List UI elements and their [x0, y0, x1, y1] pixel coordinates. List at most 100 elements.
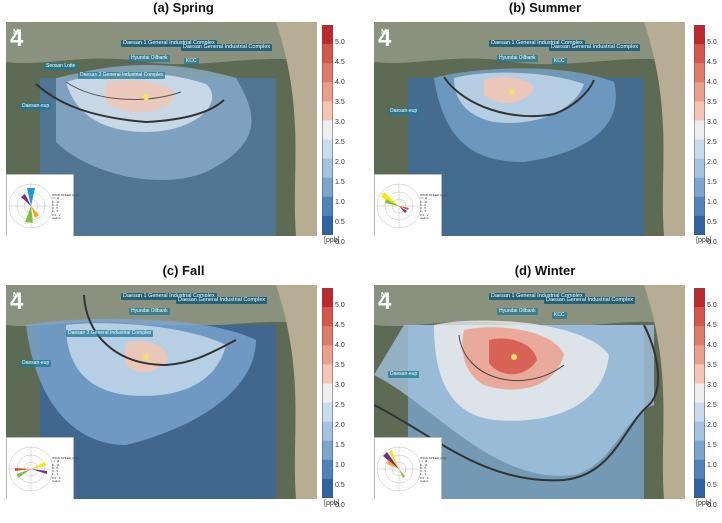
colorbar-swatch	[322, 177, 333, 198]
label-hyundai: Hyundai Oilbank	[497, 55, 538, 62]
label-complex2: Daesan 2 General Industrial Complex	[78, 72, 166, 79]
colorbar-tick-label: 2.0	[335, 422, 345, 429]
label-site: Daesan-eup	[388, 371, 420, 378]
colorbar-swatch	[694, 44, 705, 64]
colorbar-tick-label: 3.5	[335, 362, 345, 369]
colorbar-swatch	[694, 63, 705, 83]
label-complex-gen: Daesan General Industrial Complex	[544, 297, 636, 304]
wind-rose	[374, 437, 442, 499]
colorbar-swatch	[694, 345, 705, 365]
colorbar-tick-label: 4.0	[335, 79, 345, 86]
panel-title: (b) Summer	[508, 0, 582, 15]
colorbar-tick-label: 1.0	[707, 462, 717, 469]
colorbar-tick-label: 0.5	[335, 482, 345, 489]
colorbar-swatch	[694, 364, 705, 384]
label-site: Daesan-eup	[20, 103, 52, 110]
colorbar-tick-label: 3.5	[707, 362, 717, 369]
colorbar-swatch	[322, 82, 333, 102]
label-complex1: Daesan 1 General Industrial Complex	[121, 40, 217, 47]
colorbar-tick-label: 1.0	[707, 199, 717, 206]
colorbar-tick-label: 2.0	[707, 159, 717, 166]
colorbar-tick-label: 3.0	[707, 119, 717, 126]
colorbar-tick-label: 1.5	[707, 442, 717, 449]
colorbar-tick-label: 5.0	[335, 302, 345, 309]
colorbar-tick-label: 3.0	[335, 119, 345, 126]
label-site: Daesan-eup	[388, 108, 420, 115]
colorbar-gradient	[322, 288, 333, 498]
colorbar-swatch	[694, 307, 705, 327]
colorbar-tick-label: 0.5	[335, 219, 345, 226]
colorbar-swatch	[322, 25, 333, 45]
colorbar-swatch	[694, 196, 705, 217]
colorbar-tick-label: 4.0	[707, 342, 717, 349]
label-complex1: Daesan 1 General Industrial Complex	[489, 293, 585, 300]
colorbar-swatch	[322, 440, 333, 461]
label-complex1: Daesan 1 General Industrial Complex	[121, 293, 217, 300]
colorbar-swatch	[322, 215, 333, 235]
panel-title: (c) Fall	[162, 263, 205, 278]
colorbar-tick-label: 0.0	[335, 239, 345, 246]
colorbar-tick-label: 0.5	[707, 219, 717, 226]
colorbar-swatch	[322, 307, 333, 327]
label-hyundai: Hyundai Oilbank	[129, 55, 170, 62]
colorbar-tick-label: 3.5	[335, 99, 345, 106]
colorbar-unit: [ppb]	[324, 237, 340, 244]
label-kcc: KCC	[552, 312, 567, 319]
label-kcc: KCC	[184, 58, 199, 65]
panel-title: (a) Spring	[153, 0, 214, 15]
colorbar-swatch	[322, 364, 333, 384]
label-hyundai: Hyundai Oilbank	[497, 308, 538, 315]
colorbar-tick-label: 0.0	[707, 239, 717, 246]
colorbar-tick-label: 3.0	[335, 382, 345, 389]
colorbar-tick-label: 2.5	[707, 139, 717, 146]
colorbar-tick-label: 0.0	[335, 502, 345, 509]
colorbar-swatch	[322, 139, 333, 160]
colorbar-tick-label: 0.5	[707, 482, 717, 489]
colorbar-swatch	[322, 478, 333, 498]
colorbar-swatch	[322, 288, 333, 308]
colorbar-gradient	[694, 288, 705, 498]
panel-title: (d) Winter	[514, 263, 576, 278]
colorbar-swatch	[694, 177, 705, 198]
colorbar-swatch	[694, 158, 705, 179]
colorbar-swatch	[694, 421, 705, 442]
colorbar-unit: [ppb]	[696, 500, 712, 507]
colorbar-tick-label: 1.5	[335, 179, 345, 186]
label-complex-gen: Daesan General Industrial Complex	[549, 44, 641, 51]
colorbar-tick-label: 4.5	[335, 59, 345, 66]
colorbar-tick-label: 4.0	[335, 342, 345, 349]
colorbar-swatch	[694, 459, 705, 480]
colorbar-swatch	[322, 459, 333, 480]
concentration-map	[6, 285, 317, 499]
colorbar-tick-label: 1.0	[335, 199, 345, 206]
colorbar-swatch	[694, 82, 705, 102]
colorbar-swatch	[322, 326, 333, 346]
colorbar-tick-label: 2.0	[707, 422, 717, 429]
colorbar-swatch	[322, 402, 333, 423]
colorbar-swatch	[694, 139, 705, 160]
colorbar-swatch	[694, 478, 705, 498]
colorbar-gradient	[322, 25, 333, 235]
colorbar-tick-label: 3.0	[707, 382, 717, 389]
colorbar-swatch	[322, 421, 333, 442]
colorbar-swatch	[694, 215, 705, 235]
colorbar-swatch	[322, 63, 333, 83]
colorbar-unit: [ppb]	[696, 237, 712, 244]
colorbar-tick-label: 4.5	[335, 322, 345, 329]
label-complex-gen: Daesan General Industrial Complex	[181, 44, 273, 51]
wind-rose	[6, 437, 74, 499]
colorbar-swatch	[694, 288, 705, 308]
colorbar-tick-label: 4.5	[707, 59, 717, 66]
